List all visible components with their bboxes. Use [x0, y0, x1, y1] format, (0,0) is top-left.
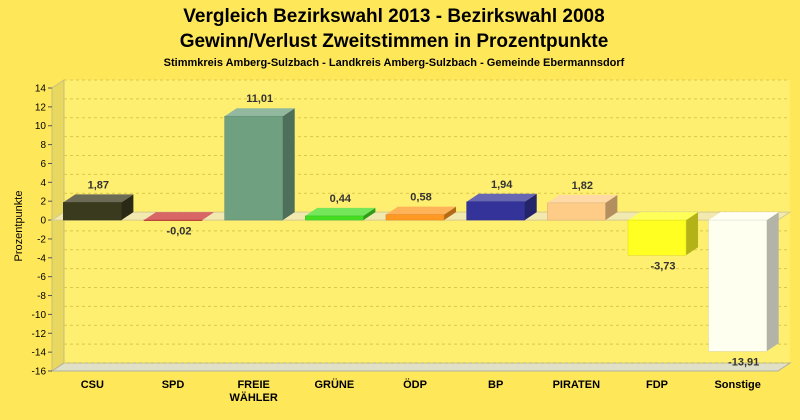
bar — [224, 115, 283, 221]
bar-top — [466, 193, 537, 202]
x-tick-label: FREIE — [237, 379, 269, 391]
bar-value-label: 1,82 — [572, 180, 593, 192]
bar — [63, 202, 122, 221]
bar-side — [121, 194, 134, 221]
bar-value-label: 1,94 — [491, 179, 513, 191]
y-tick-label: 0 — [40, 216, 46, 227]
bar-side — [686, 212, 699, 256]
x-tick-label: Sonstige — [714, 379, 760, 391]
y-tick-label: -10 — [32, 310, 47, 321]
chart-subtitle: Stimmkreis Amberg-Sulzbach - Landkreis A… — [164, 57, 625, 69]
x-tick-label: ÖDP — [403, 378, 427, 391]
bar-value-label: 0,58 — [410, 192, 431, 204]
bar — [143, 219, 203, 221]
bar-top — [385, 206, 457, 215]
bar-top — [708, 212, 779, 221]
chart-title: Vergleich Bezirkswahl 2013 - Bezirkswahl… — [183, 6, 604, 27]
x-tick-label: PIRATEN — [553, 379, 601, 391]
bar — [305, 215, 364, 221]
bar-value-label: -3,73 — [650, 260, 675, 272]
bar-value-label: -13,91 — [728, 356, 759, 368]
x-tick-label: CSU — [81, 379, 104, 391]
plot-floor — [50, 362, 792, 372]
y-tick-label: 8 — [40, 140, 46, 151]
bar — [385, 214, 445, 221]
y-tick-label: 14 — [35, 84, 47, 95]
y-axis-label: Prozentpunkte — [13, 191, 25, 262]
bar-value-label: 11,01 — [246, 93, 273, 105]
y-tick-label: 6 — [40, 159, 46, 170]
bar-side — [363, 207, 376, 221]
y-tick-label: -4 — [37, 253, 46, 264]
bar-top — [143, 212, 215, 221]
x-tick-label: GRÜNE — [314, 378, 354, 391]
bar-side — [766, 212, 779, 352]
bar-top — [627, 212, 699, 221]
chart-title-line2: Gewinn/Verlust Zweitstimmen in Prozentpu… — [180, 31, 609, 52]
y-tick-label: 4 — [40, 178, 46, 189]
bar-side — [282, 108, 295, 221]
y-tick-label: -2 — [37, 234, 46, 245]
bar-value-label: 0,44 — [330, 193, 352, 205]
plot-side-wall — [51, 79, 65, 372]
y-tick-label: -8 — [37, 291, 46, 302]
bar — [708, 219, 767, 352]
y-tick-label: -14 — [32, 348, 47, 359]
y-tick-label: 12 — [35, 102, 47, 113]
plot-area: 14 12 10 8 6 4 2 0 -2 -4 -6 -8 -10 -12 -14 -16 1,87 CSU -0… — [32, 79, 792, 404]
bar-side — [202, 212, 215, 221]
bar-value-label: -0,02 — [166, 225, 191, 237]
bar-top — [547, 194, 618, 203]
bar-top — [224, 108, 295, 117]
bar — [547, 202, 606, 221]
x-tick-label: WÄHLER — [230, 391, 278, 404]
y-tick-label: -6 — [37, 272, 46, 283]
bar-side — [444, 206, 457, 221]
bar-top — [63, 194, 134, 203]
bar — [627, 219, 687, 256]
x-tick-label: FDP — [646, 379, 668, 391]
bar-side — [524, 193, 537, 221]
y-tick-label: 2 — [40, 197, 46, 208]
x-tick-label: SPD — [162, 379, 185, 391]
bar-top — [305, 207, 376, 216]
bar-value-label: 1,87 — [88, 179, 109, 191]
y-tick-label: -16 — [32, 367, 47, 378]
y-tick-label: 10 — [35, 121, 47, 132]
y-tick-label: -12 — [32, 329, 47, 340]
x-tick-label: BP — [488, 379, 503, 391]
bar-side — [605, 194, 618, 221]
bar — [466, 201, 525, 221]
